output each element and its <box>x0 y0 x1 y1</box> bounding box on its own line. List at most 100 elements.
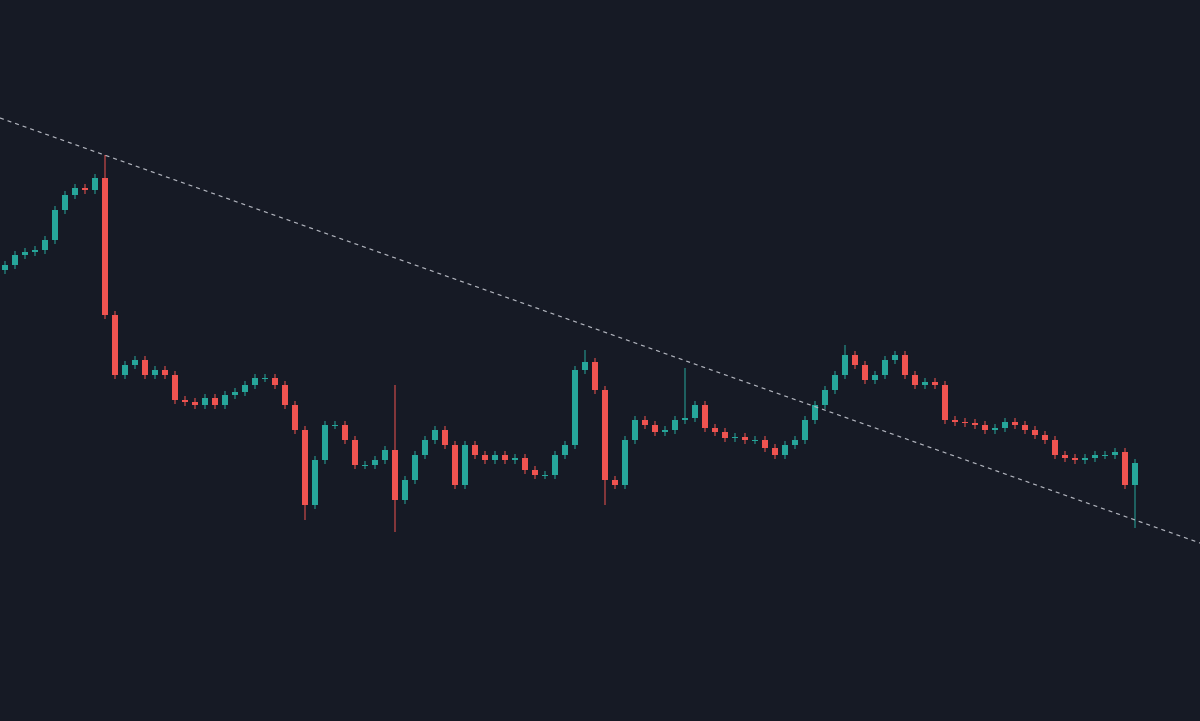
candle-body <box>152 370 158 375</box>
candle-body <box>262 378 268 379</box>
candle-body <box>882 360 888 375</box>
candle-body <box>442 430 448 445</box>
candle-body <box>1002 422 1008 428</box>
candle-body <box>1042 435 1048 440</box>
candle-body <box>392 450 398 500</box>
candle-body <box>142 360 148 375</box>
candle-body <box>622 440 628 485</box>
candle-body <box>92 178 98 190</box>
candle-body <box>972 423 978 425</box>
candle-body <box>522 458 528 470</box>
candle-body <box>192 402 198 405</box>
candle-body <box>572 370 578 445</box>
candle-body <box>402 480 408 500</box>
candle-body <box>502 455 508 460</box>
candle-body <box>72 188 78 195</box>
candle-body <box>632 420 638 440</box>
candle-body <box>372 460 378 465</box>
candle-body <box>472 445 478 455</box>
candle-body <box>432 430 438 440</box>
candle-body <box>802 420 808 440</box>
candle-body <box>912 375 918 385</box>
candle-body <box>252 378 258 385</box>
candle-body <box>862 365 868 380</box>
candle-body <box>272 378 278 385</box>
candle-body <box>1062 455 1068 458</box>
candle-body <box>892 355 898 360</box>
candle-body <box>962 422 968 423</box>
candle-body <box>782 445 788 455</box>
candle-body <box>842 355 848 375</box>
candle-body <box>682 418 688 420</box>
candle-body <box>62 195 68 210</box>
candle-body <box>382 450 388 460</box>
candle-body <box>652 425 658 432</box>
candle-body <box>22 252 28 255</box>
candle-body <box>702 405 708 428</box>
candle-body <box>82 188 88 190</box>
candle-body <box>182 400 188 402</box>
candle-body <box>292 405 298 430</box>
candle-body <box>772 448 778 455</box>
candle-body <box>312 460 318 505</box>
candle-body <box>482 455 488 460</box>
candle-body <box>832 375 838 390</box>
candle-body <box>422 440 428 455</box>
candle-body <box>242 385 248 392</box>
candle-body <box>542 475 548 476</box>
candle-body <box>812 405 818 420</box>
candle-body <box>582 362 588 370</box>
candle-body <box>32 250 38 252</box>
candle-body <box>532 470 538 475</box>
candle-body <box>552 455 558 475</box>
trendline <box>0 117 1200 544</box>
candle-body <box>212 398 218 405</box>
candle-body <box>362 465 368 466</box>
candle-body <box>512 458 518 460</box>
candle-body <box>922 382 928 385</box>
candle-body <box>992 428 998 430</box>
candle-body <box>852 355 858 365</box>
candle-body <box>112 315 118 375</box>
candle-body <box>412 455 418 480</box>
candle-body <box>1102 455 1108 456</box>
candle-body <box>452 445 458 485</box>
candle-body <box>1112 452 1118 455</box>
candle-body <box>352 440 358 465</box>
candle-body <box>932 382 938 385</box>
candle-body <box>602 390 608 480</box>
candle-body <box>982 425 988 430</box>
candle-body <box>222 395 228 405</box>
candle-body <box>732 437 738 438</box>
candle-body <box>1082 458 1088 460</box>
candle-body <box>2 265 8 270</box>
candle-body <box>1122 452 1128 485</box>
candle-body <box>1032 430 1038 435</box>
candle-body <box>1092 455 1098 458</box>
candle-body <box>1072 458 1078 460</box>
candle-body <box>122 365 128 375</box>
candle-body <box>712 428 718 432</box>
candle-body <box>102 178 108 315</box>
candle-body <box>322 425 328 460</box>
candle-body <box>332 425 338 426</box>
candle-body <box>742 437 748 440</box>
candle-body <box>692 405 698 418</box>
candle-body <box>12 255 18 265</box>
candle-body <box>902 355 908 375</box>
candle-body <box>492 455 498 460</box>
candle-body <box>662 430 668 432</box>
candle-body <box>642 420 648 425</box>
candle-body <box>872 375 878 380</box>
candle-body <box>342 425 348 440</box>
candle-body <box>822 390 828 405</box>
candle-body <box>592 362 598 390</box>
candle-body <box>752 440 758 441</box>
candle-body <box>1132 463 1138 485</box>
candle-body <box>672 420 678 430</box>
candle-body <box>952 420 958 422</box>
candle-body <box>722 432 728 438</box>
candle-body <box>232 392 238 395</box>
